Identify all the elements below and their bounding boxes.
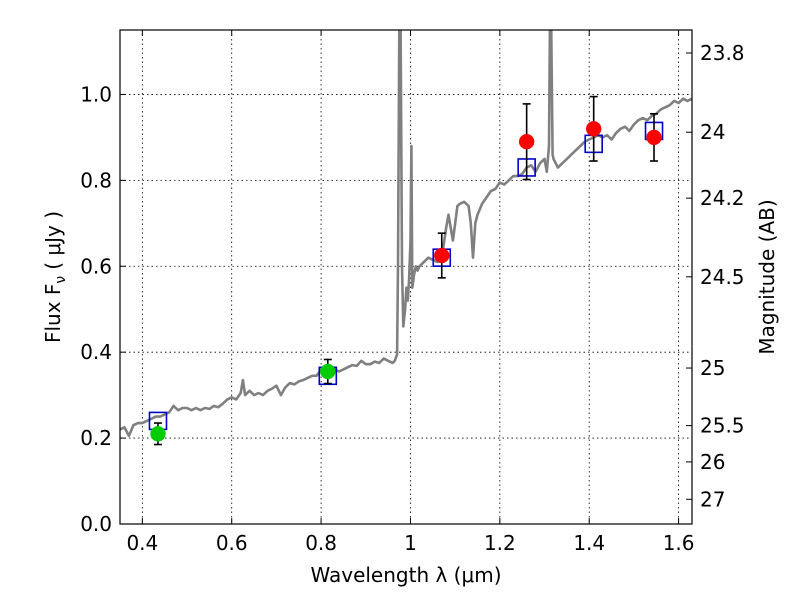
y-axis-label-left-sub: ν — [53, 276, 69, 284]
x-tick-label: 1.4 — [573, 531, 605, 555]
plot-frame — [119, 29, 693, 525]
observed-point — [320, 363, 336, 380]
x-tick-label: 0.8 — [305, 531, 337, 555]
observed-points — [150, 95, 662, 446]
observed-point — [646, 129, 662, 146]
y-tick-label: 1.0 — [80, 82, 112, 106]
right-tick-label: 24.5 — [700, 265, 745, 289]
x-tick-label: 1.2 — [484, 531, 516, 555]
x-tick-label: 0.6 — [216, 531, 248, 555]
x-tick-label: 1 — [404, 531, 417, 555]
svg-text:Flux Fν( μJy ): Flux Fν ( μJy ) — [41, 211, 69, 343]
ticks: 0.4 0.6 0.8 1 1.2 1.4 1.6 0.0 0.2 0.4 0.6 0.8 1.0 23.… — [80, 30, 745, 555]
right-tick-label: 27 — [700, 487, 725, 511]
grid — [120, 30, 692, 525]
y-tick-label: 0.2 — [80, 426, 112, 450]
y-tick-label: 0.4 — [80, 340, 112, 364]
y-axis-label-left-main: Flux F — [41, 284, 65, 343]
x-tick-label: 1.6 — [663, 531, 695, 555]
y-axis-label-left: Flux Fν ( μJy ) — [41, 211, 69, 343]
observed-point — [434, 247, 450, 264]
observed-point — [518, 133, 535, 150]
model-photometry-squares — [148, 121, 664, 431]
right-tick-label: 24.2 — [700, 186, 745, 210]
observed-point — [585, 121, 602, 137]
right-tick-label: 25.5 — [700, 414, 745, 438]
y-axis-label-left-unit: ( μJy ) — [41, 211, 65, 270]
y-tick-label: 0.6 — [80, 254, 112, 278]
right-tick-label: 24 — [700, 120, 725, 144]
right-tick-label: 25 — [700, 356, 725, 380]
right-tick-label: 26 — [700, 450, 725, 474]
x-tick-label: 0.4 — [126, 531, 158, 555]
x-axis-label: Wavelength λ (μm) — [310, 563, 501, 587]
y-tick-label: 0.0 — [80, 512, 112, 536]
y-tick-label: 0.8 — [80, 168, 112, 192]
y-axis-label-right: Magnitude (AB) — [755, 199, 779, 354]
model-spectrum-line — [120, 30, 692, 438]
observed-point — [150, 426, 166, 442]
right-tick-label: 23.8 — [700, 41, 745, 65]
